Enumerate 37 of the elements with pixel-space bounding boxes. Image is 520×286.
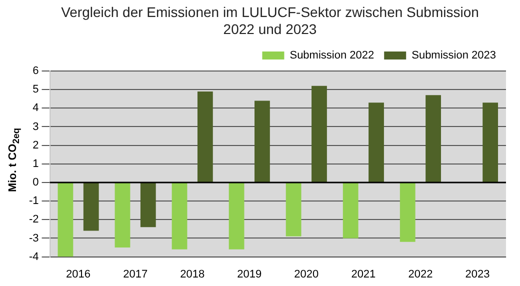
bar [482,102,498,182]
bar [58,182,74,257]
y-tick-label: 2 [32,139,39,152]
bar [114,182,130,248]
bar [83,182,99,231]
bar [400,182,416,242]
x-tick-label: 2023 [465,268,490,280]
y-tick-label: 6 [32,65,39,78]
x-tick-label: 2022 [408,268,433,280]
y-tick-label: 0 [32,176,39,189]
bar [172,182,188,250]
legend-label: Submission 2022 [290,50,374,62]
legend-label: Submission 2023 [412,50,496,62]
bar [286,182,302,236]
bar [140,182,156,228]
bar [228,182,244,250]
x-tick-label: 2017 [123,268,148,280]
chart-title: Vergleich der Emissionen im LULUCF-Sektor zwischen Submission 2022 und 2023 [60,4,480,38]
bar [342,182,358,238]
y-tick-label: -3 [29,232,39,244]
bar [426,95,441,182]
y-tick-label: 5 [32,84,39,96]
y-tick-label: 3 [32,120,39,133]
x-tick-label: 2019 [237,268,262,280]
x-tick-label: 2018 [180,268,205,280]
bar [312,86,327,182]
y-tick-label: 4 [32,102,39,114]
y-tick-label: -2 [29,214,39,226]
x-tick-label: 2021 [351,268,376,280]
x-tick-label: 2020 [294,268,319,280]
x-tick-label: 2016 [66,268,91,280]
y-tick-label: -1 [29,195,39,208]
bar [197,91,213,182]
y-tick-label: 1 [32,158,39,170]
bar [254,100,270,182]
bar [368,102,384,182]
y-tick-label: -4 [29,250,39,263]
